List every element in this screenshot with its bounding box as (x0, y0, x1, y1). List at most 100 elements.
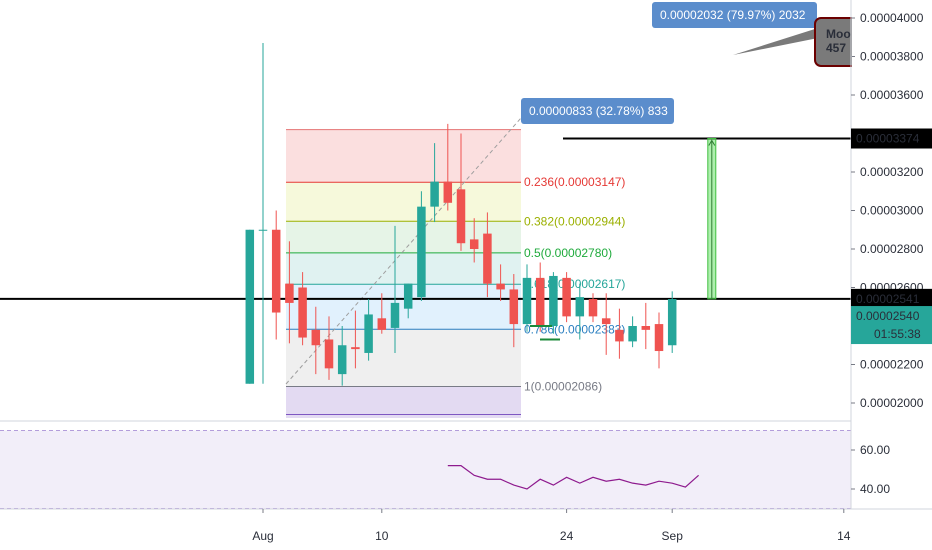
measure-label-text: 0.00002032 (79.97%) 2032 (660, 8, 806, 22)
measure-label-text: 0.00000833 (32.78%) 833 (529, 104, 668, 118)
candle-body (654, 324, 664, 352)
measure-label-box (521, 98, 674, 124)
fib-label-0.382: 0.382(0.00002944) (524, 214, 625, 228)
price-tick-label: 0.00004000 (860, 11, 924, 25)
candle (522, 264, 532, 332)
candle-body (377, 318, 387, 330)
fib-zone-1.618 (286, 414, 521, 418)
candle-body (667, 299, 677, 346)
candle (654, 312, 664, 369)
fib-zone-0.236 (286, 129, 521, 183)
candle (615, 308, 624, 359)
candle (298, 272, 307, 346)
fib-zone-0.382 (286, 182, 521, 222)
candle (469, 218, 479, 263)
candle-body (456, 189, 466, 244)
candle-body (245, 229, 255, 384)
candle-body (351, 347, 360, 350)
time-axis[interactable]: Aug1024Sep1422 (0, 508, 932, 543)
candle-body (535, 277, 545, 326)
time-tick-label: 24 (560, 529, 574, 543)
candle (509, 274, 519, 348)
candle-body (575, 297, 585, 317)
fib-zone-0.786 (286, 284, 521, 330)
candle-body (628, 326, 637, 342)
price-tags: 0.00003374 0.00002541 0.00002540 01:55:38 (851, 128, 932, 345)
price-tick-label: 0.00003200 (860, 165, 924, 179)
candle (496, 264, 505, 301)
measure-label-box (652, 2, 817, 28)
candle (575, 283, 585, 340)
price-axis[interactable]: 0.000040000.000038000.000036000.00003400… (850, 0, 932, 550)
candle (285, 241, 294, 344)
price-tick-label: 0.00003600 (860, 88, 924, 102)
candle-body (562, 277, 571, 317)
candle (324, 316, 334, 380)
line-price-tag-text: 0.00003374 (856, 132, 920, 146)
candle (456, 133, 466, 251)
candle (641, 302, 651, 350)
candle-body (285, 283, 294, 303)
candle (430, 143, 439, 223)
candle-body (483, 233, 492, 284)
measure-arrow-head (708, 139, 716, 146)
candle (351, 310, 360, 369)
fib-label-0.236: 0.236(0.00003147) (524, 175, 625, 189)
candle-body (601, 318, 611, 325)
candle (535, 262, 545, 332)
candle-body (469, 239, 479, 249)
candle-body (417, 206, 426, 298)
candle-body (430, 181, 439, 207)
candle-body (443, 181, 453, 203)
axis-background (851, 0, 932, 550)
candle (258, 43, 268, 384)
candle (628, 316, 637, 348)
candle-body (258, 229, 268, 231)
candle (601, 293, 611, 355)
fib-zone-0.5 (286, 221, 521, 253)
current-price-tag (851, 306, 932, 345)
price-tick-label: 0.00002800 (860, 242, 924, 256)
candle (390, 225, 400, 353)
candle-body (403, 283, 413, 309)
candle-body (549, 275, 558, 326)
candle-body (615, 329, 624, 342)
candle (417, 191, 426, 301)
candle (245, 229, 255, 384)
fibonacci-retracement[interactable] (285, 117, 522, 418)
candle-body (311, 329, 321, 346)
rsi-band (0, 430, 851, 509)
candle-body (496, 283, 505, 290)
callout-pointer (733, 28, 818, 55)
candlesticks (245, 43, 677, 386)
countdown-text: 01:55:38 (874, 327, 921, 341)
candle-body (509, 289, 519, 325)
candle-body (641, 326, 651, 330)
candle-body (588, 299, 598, 317)
price-tick-label: 0.00003800 (860, 50, 924, 64)
candle (667, 291, 677, 353)
fib-label-1: 1(0.00002086) (524, 379, 602, 393)
current-price-text: 0.00002540 (856, 309, 920, 323)
candle-body (522, 277, 532, 325)
candle-body (271, 229, 281, 313)
rsi-tick-label: 40.00 (860, 482, 890, 496)
fib-zone-1 (286, 329, 521, 387)
candle-body (337, 345, 347, 375)
time-tick-label: 14 (837, 529, 851, 543)
candle-body (390, 302, 400, 328)
candle-body (364, 314, 373, 353)
rsi-line (447, 465, 699, 490)
price-tick-label: 0.00002200 (860, 358, 924, 372)
candle (483, 212, 492, 298)
price-range-measure[interactable]: 0.00000833 (32.78%) 833 (521, 98, 717, 300)
candle (311, 306, 321, 375)
fib-label-0.5: 0.5(0.00002780) (524, 246, 612, 260)
line-price-tag (851, 128, 932, 149)
candle (549, 272, 558, 334)
line-price-tag-text: 0.00002541 (856, 292, 920, 306)
candle-body (298, 287, 307, 338)
line-price-tag (851, 288, 932, 309)
